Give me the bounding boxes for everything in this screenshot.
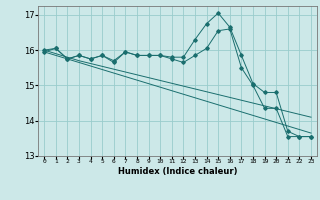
X-axis label: Humidex (Indice chaleur): Humidex (Indice chaleur) — [118, 167, 237, 176]
